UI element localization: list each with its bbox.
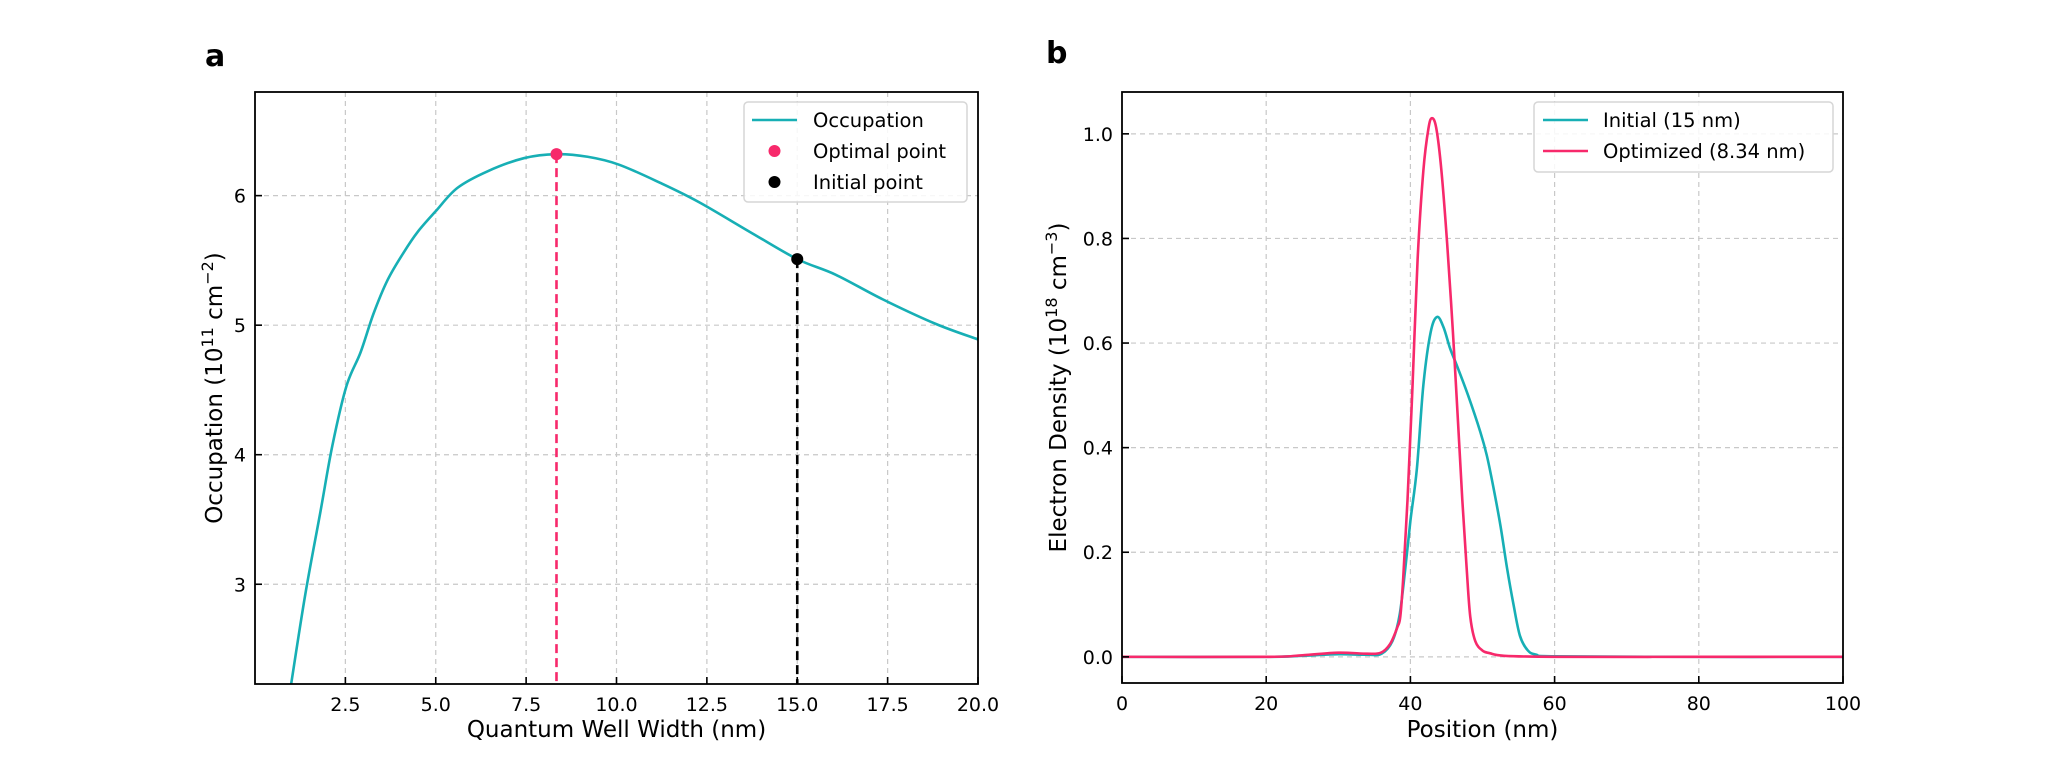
y-tick-label: 4 <box>234 445 246 467</box>
panel-label-a: a <box>205 39 225 74</box>
x-tick-label: 17.5 <box>866 694 908 716</box>
axes-frame-b <box>1121 91 1844 684</box>
series-layer-b <box>1122 116 1843 659</box>
y-axis-label-a-close: ) <box>202 252 228 261</box>
y-tick-label: 1.0 <box>1083 124 1113 146</box>
y-axis-label-b-main: Electron Density (10 <box>1046 318 1072 553</box>
x-tick-label: 15.0 <box>776 694 818 716</box>
ticks-a: 2.5 5.0 7.5 10.0 12.5 15.0 17.5 20.0 3 4 5 6 <box>234 186 999 716</box>
y-axis-label-b-exp2: −3 <box>1042 232 1061 256</box>
x-tick-label: 80 <box>1687 693 1711 715</box>
x-tick-label: 5.0 <box>421 694 451 716</box>
legend-swatch-initial-point <box>768 176 781 188</box>
y-axis-label-a-main: Occupation (10 <box>202 348 228 524</box>
legend-label-initial-point: Initial point <box>813 171 923 194</box>
x-tick-label: 20 <box>1254 693 1278 715</box>
x-tick-label: 7.5 <box>511 694 541 716</box>
y-axis-label-a-exp1: 11 <box>198 327 217 347</box>
y-axis-label-a-unit: cm <box>202 285 228 327</box>
series-line-optimized-8-34-nm <box>1122 116 1843 659</box>
panel-label-b: b <box>1046 36 1067 71</box>
x-tick-label: 60 <box>1543 693 1567 715</box>
y-tick-label: 0.4 <box>1083 438 1113 460</box>
legend-label-optimized-8-34-nm: Optimized (8.34 nm) <box>1603 140 1805 163</box>
series-line-initial-15-nm <box>1122 315 1843 659</box>
panel-a: a 2.5 5.0 7.5 10.0 12.5 15.0 17.5 20.0 3 4 5 6 Quan… <box>198 39 999 743</box>
x-tick-label: 20.0 <box>957 694 999 716</box>
legend-b: Initial (15 nm) Optimized (8.34 nm) <box>1533 101 1834 173</box>
ticks-b: 0 20 40 60 80 100 0.0 0.2 0.4 0.6 0.8 1.0 <box>1083 124 1861 715</box>
x-tick-label: 2.5 <box>330 694 360 716</box>
legend-swatch-optimal-point <box>768 145 781 157</box>
y-tick-label: 0.8 <box>1083 228 1113 250</box>
y-tick-label: 5 <box>234 315 246 337</box>
y-axis-label-a-exp2: −2 <box>198 261 217 285</box>
x-tick-label: 100 <box>1825 693 1861 715</box>
x-axis-label-a: Quantum Well Width (nm) <box>467 717 766 743</box>
series-line-occupation <box>289 152 978 684</box>
y-tick-label: 6 <box>234 186 246 208</box>
x-tick-label: 40 <box>1398 693 1422 715</box>
y-tick-label: 0.2 <box>1083 542 1113 564</box>
legend-frame <box>1533 101 1834 173</box>
y-axis-label-b-exp1: 18 <box>1042 297 1061 317</box>
y-tick-label: 3 <box>234 574 246 596</box>
y-axis-label-b: Electron Density (1018 cm−3) <box>1042 223 1072 553</box>
grid-b <box>1122 92 1843 683</box>
marker-layer-a <box>550 148 804 684</box>
grid-a <box>255 92 978 684</box>
series-layer-a <box>289 152 978 684</box>
legend-label-occupation: Occupation <box>813 109 924 132</box>
y-tick-label: 0.6 <box>1083 333 1113 355</box>
legend-label-initial-15-nm: Initial (15 nm) <box>1603 109 1741 132</box>
x-tick-label: 0 <box>1116 693 1128 715</box>
legend-frame <box>743 101 968 203</box>
y-tick-label: 0.0 <box>1083 647 1113 669</box>
y-axis-label-b-unit: cm <box>1046 255 1072 297</box>
y-axis-label-a: Occupation (1011 cm−2) <box>198 252 228 524</box>
legend-label-optimal-point: Optimal point <box>813 140 946 163</box>
panel-b: b 0 20 40 60 80 100 0.0 0.2 0.4 0.6 0.8 1.0 Positio… <box>1042 36 1861 743</box>
x-tick-label: 12.5 <box>686 694 728 716</box>
x-axis-label-b: Position (nm) <box>1407 717 1559 743</box>
optimal-point-marker <box>550 148 563 161</box>
y-axis-label-b-close: ) <box>1046 223 1072 232</box>
initial-point-marker <box>791 253 804 266</box>
x-tick-label: 10.0 <box>595 694 637 716</box>
legend-a: Occupation Optimal point Initial point <box>743 101 968 203</box>
